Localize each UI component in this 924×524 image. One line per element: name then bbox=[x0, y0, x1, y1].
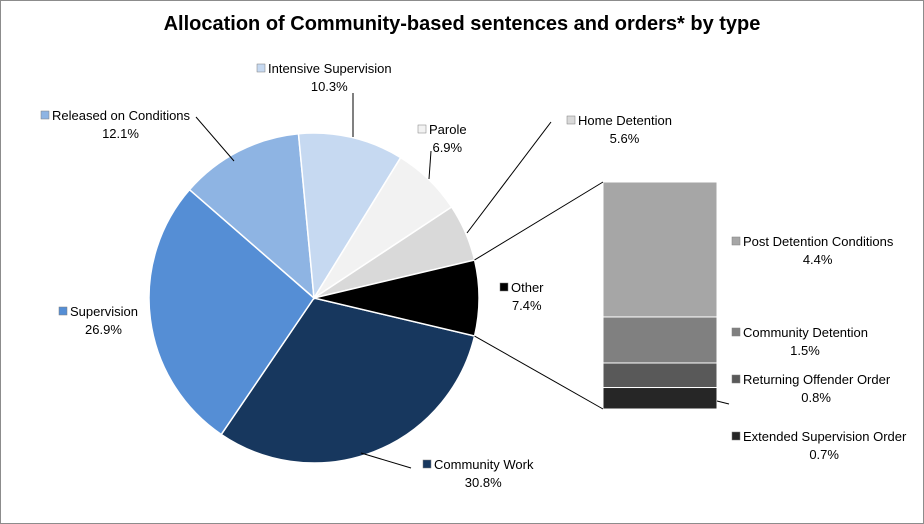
bar-label-post-detention-conditions-name: Post Detention Conditions bbox=[743, 234, 894, 249]
bar-label-post-detention-conditions-value: 4.4% bbox=[803, 252, 833, 267]
pie-label-intensive-supervision-name: Intensive Supervision bbox=[268, 61, 392, 76]
pie-slice-intensive-supervision bbox=[297, 132, 402, 301]
pie-label-community-work-name: Community Work bbox=[434, 457, 534, 472]
pie-label-parole-value: 6.9% bbox=[432, 140, 462, 155]
bar-label-returning-offender-order-name: Returning Offender Order bbox=[743, 372, 891, 387]
pie-slice-supervision bbox=[148, 188, 315, 436]
pie-slice-other bbox=[313, 259, 480, 337]
bar-label-returning-offender-order: Returning Offender Order 0.8% bbox=[731, 372, 891, 405]
bar-label-extended-supervision-order-marker bbox=[731, 431, 741, 441]
pie-label-home-detention-name: Home Detention bbox=[578, 113, 672, 128]
pie-label-other-name: Other bbox=[511, 280, 544, 295]
leader-parole bbox=[428, 150, 432, 180]
leader-released-on-conditions bbox=[195, 116, 235, 162]
leader-home-detention bbox=[466, 121, 552, 234]
bar-label-returning-offender-order-marker bbox=[731, 374, 741, 384]
bar-segment-returning-offender-order bbox=[602, 362, 718, 389]
connector-line-bottom bbox=[474, 335, 604, 410]
pie-label-community-work-value: 30.8% bbox=[465, 475, 502, 490]
leader-community-work bbox=[360, 452, 412, 469]
bar-label-post-detention-conditions-marker bbox=[731, 236, 741, 246]
bar-segment-post-detention-conditions bbox=[602, 181, 718, 318]
pie-label-supervision: Supervision 26.9% bbox=[58, 304, 138, 337]
chart-title: Allocation of Community-based sentences … bbox=[163, 13, 761, 35]
bar-label-community-detention-value: 1.5% bbox=[790, 343, 820, 358]
pie-label-parole-marker bbox=[417, 124, 427, 134]
pie-label-supervision-name: Supervision bbox=[70, 304, 138, 319]
bar-label-extended-supervision-order-name: Extended Supervision Order bbox=[743, 429, 907, 444]
bar-label-extended-supervision-order: Extended Supervision Order 0.7% bbox=[731, 429, 907, 462]
pie-label-community-work-marker bbox=[422, 459, 432, 469]
leader-extended-supervision-order bbox=[716, 400, 730, 405]
pie-slice-released-on-conditions bbox=[188, 132, 315, 300]
pie-label-parole-name: Parole bbox=[429, 122, 467, 137]
pie-label-other-value: 7.4% bbox=[512, 298, 542, 313]
pie-label-community-work: Community Work 30.8% bbox=[422, 457, 534, 490]
pie-label-released-on-conditions-marker bbox=[40, 110, 50, 120]
pie-label-intensive-supervision: Intensive Supervision 10.3% bbox=[256, 61, 392, 94]
pie-slice-community-work bbox=[220, 297, 476, 464]
pie-label-intensive-supervision-marker bbox=[256, 63, 266, 73]
pie-label-other-marker bbox=[499, 282, 509, 292]
bar-label-post-detention-conditions: Post Detention Conditions 4.4% bbox=[731, 234, 894, 267]
pie-label-intensive-supervision-value: 10.3% bbox=[311, 79, 348, 94]
bar-label-extended-supervision-order-value: 0.7% bbox=[809, 447, 839, 462]
pie-label-released-on-conditions: Released on Conditions 12.1% bbox=[40, 108, 191, 141]
pie-label-supervision-marker bbox=[58, 306, 68, 316]
bar-segment-community-detention bbox=[602, 316, 718, 364]
pie-label-other: Other 7.4% bbox=[499, 280, 544, 313]
pie-label-parole: Parole 6.9% bbox=[417, 122, 467, 155]
pie-label-home-detention: Home Detention 5.6% bbox=[566, 113, 672, 146]
bar-label-community-detention-name: Community Detention bbox=[743, 325, 868, 340]
bar-label-returning-offender-order-value: 0.8% bbox=[801, 390, 831, 405]
pie-label-released-on-conditions-value: 12.1% bbox=[102, 126, 139, 141]
pie-label-supervision-value: 26.9% bbox=[85, 322, 122, 337]
bar-label-community-detention-marker bbox=[731, 327, 741, 337]
pie-label-home-detention-value: 5.6% bbox=[610, 131, 640, 146]
pie-label-released-on-conditions-name: Released on Conditions bbox=[52, 108, 191, 123]
bar-segment-extended-supervision-order bbox=[602, 387, 718, 410]
pie-label-home-detention-marker bbox=[566, 115, 576, 125]
bar-label-community-detention: Community Detention 1.5% bbox=[731, 325, 868, 358]
connector-line-top bbox=[474, 181, 604, 261]
